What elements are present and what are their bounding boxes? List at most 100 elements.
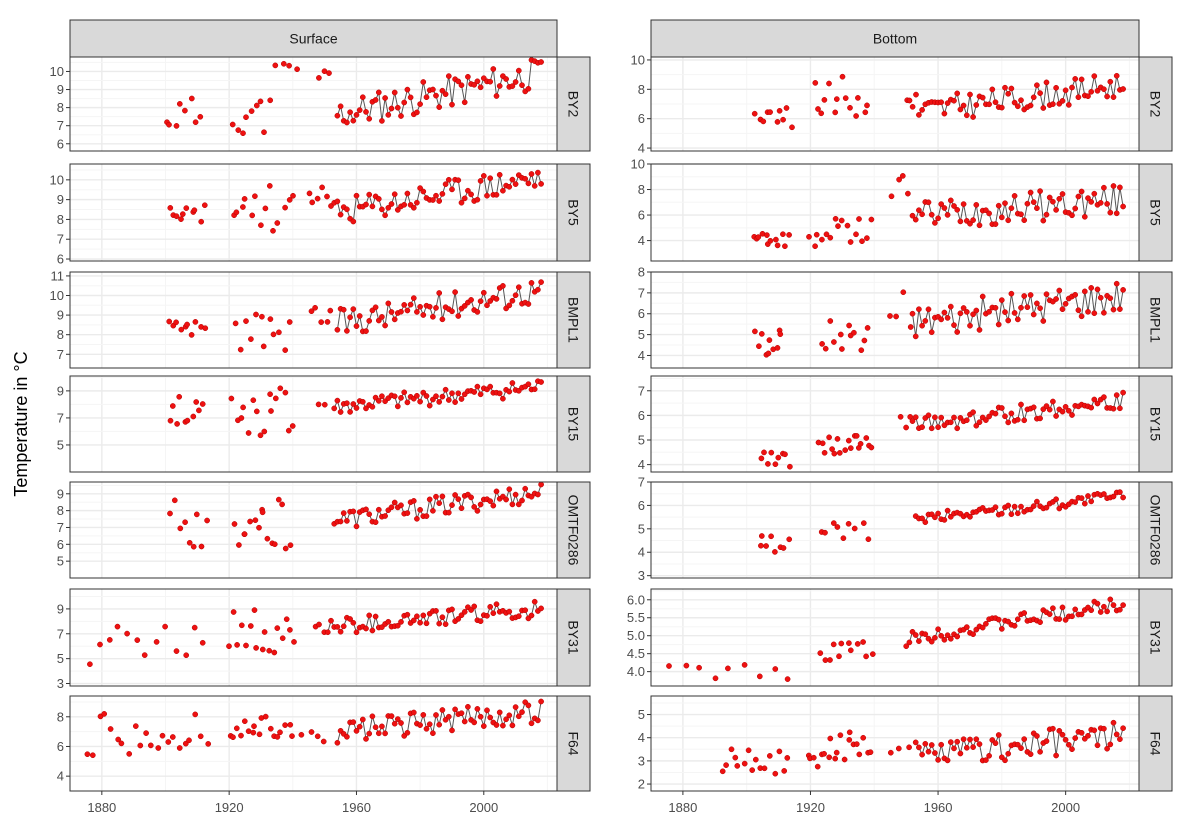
data-point [819,236,825,243]
data-point [841,756,848,763]
data-point [1094,400,1101,407]
data-point [1030,404,1037,411]
data-point [193,511,200,518]
data-point [433,493,439,500]
data-point [868,216,875,223]
data-point [772,461,779,468]
data-point [316,621,322,628]
data-point [995,321,1002,328]
data-point [363,506,369,513]
data-point [1050,725,1056,732]
data-point [477,178,484,184]
y-tick-label: 8 [638,182,645,197]
data-point [309,199,316,206]
data-point [1072,606,1079,613]
data-point [363,201,369,208]
data-point [404,307,411,314]
data-point [289,423,296,429]
data-point [326,70,332,76]
data-point [887,313,893,319]
data-point [1014,741,1021,748]
data-point [960,102,967,109]
data-point [784,755,791,761]
data-point [1094,742,1101,749]
data-point [806,233,812,240]
data-point [423,393,430,399]
data-point [774,242,781,249]
data-point [1021,736,1028,742]
data-point [932,220,938,226]
data-point [512,292,519,299]
data-point [471,389,478,395]
data-point [474,196,481,203]
data-point [1101,86,1107,93]
y-tick-label: 6 [57,739,64,754]
data-point [458,396,465,402]
data-point [238,622,245,629]
y-tick-label: 8 [57,503,64,518]
data-point [1078,313,1085,320]
data-point [243,642,249,649]
row-strip-label: OMTF0286 [566,495,582,566]
data-point [960,736,967,743]
data-point [132,723,139,729]
column-strip-label: Bottom [873,31,917,47]
data-point [275,496,282,503]
data-point [912,333,919,340]
column-strip-bottom [650,19,1140,58]
data-point [519,497,525,504]
data-point [382,212,388,219]
data-point [1117,736,1123,743]
data-point [253,645,259,651]
data-point [267,725,274,732]
data-point [480,723,487,729]
panel-background [651,589,1139,686]
y-tick-label: 4.0 [627,664,645,679]
data-point [1075,307,1082,314]
row-strip [556,56,591,152]
y-tick-label: 4 [57,769,64,784]
data-point [845,520,852,527]
data-point [868,444,875,451]
data-point [1059,604,1066,611]
data-point [202,325,209,332]
data-point [846,729,853,736]
panel-bottom-by31: 4.0 4.5 5.0 5.5 6.0 BY31 [627,588,1173,687]
data-point [1056,616,1063,622]
data-point [167,205,174,211]
data-point [289,733,295,739]
data-point [468,297,474,303]
data-point [831,339,837,345]
data-point [241,718,248,725]
data-point [928,329,935,336]
data-point [184,321,190,328]
data-point [1053,752,1059,759]
data-point [1056,287,1063,294]
data-point [967,220,973,227]
data-point [388,309,395,315]
data-point [947,197,954,204]
row-strip-label: BY15 [1148,407,1164,441]
data-point [967,322,973,329]
data-point [484,192,490,199]
data-point [1097,609,1104,615]
data-point [474,78,481,85]
data-point [1107,78,1114,85]
data-point [992,221,999,227]
data-point [388,713,395,719]
y-tick-label: 6 [57,537,64,552]
data-point [846,640,852,646]
data-point [423,620,430,627]
panel-surface-bmpl1: 7 8 9 10 11 BMPL1 [50,268,591,369]
y-tick-label: 4 [638,545,645,560]
data-point [258,222,264,229]
data-point [458,505,465,512]
panel-background [651,272,1139,368]
data-point [509,722,516,729]
data-point [970,114,976,120]
data-point [1037,305,1043,312]
data-point [944,212,951,218]
data-point [861,337,868,344]
data-point [1091,73,1098,79]
